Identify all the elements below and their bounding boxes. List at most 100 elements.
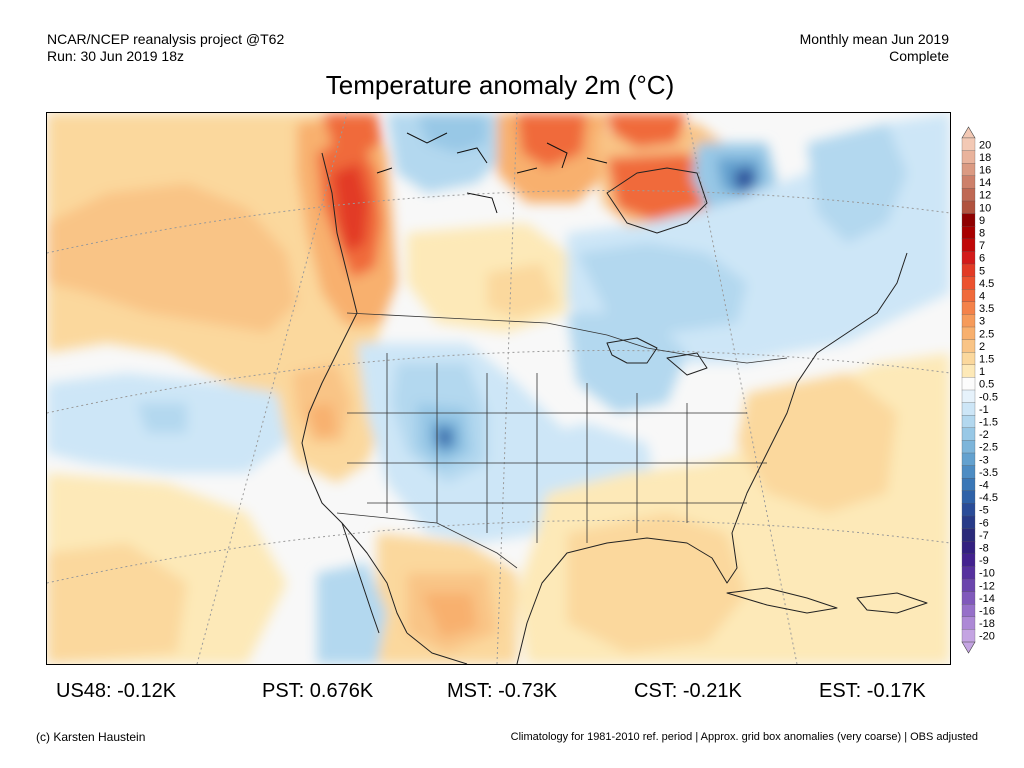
colorbar-label: 2 [979, 341, 985, 353]
climatology-note: Climatology for 1981-2010 ref. period | … [510, 731, 978, 743]
colorbar-label: -1.5 [979, 417, 998, 429]
colorbar-swatch [961, 289, 976, 303]
colorbar-label: -6 [979, 517, 989, 529]
colorbar-swatch [961, 188, 976, 202]
colorbar-label: 2.5 [979, 328, 994, 340]
colorbar-swatch [961, 226, 976, 240]
colorbar-swatch [961, 314, 976, 328]
colorbar-label: -9 [979, 555, 989, 567]
political-borders [336, 312, 788, 569]
anomaly-bc-coast-core [332, 163, 369, 253]
colorbar: 201816141210987654.543.532.521.510.5-0.5… [961, 126, 998, 654]
anomaly-alaska-north-hot [322, 113, 382, 158]
meridian-line [196, 113, 348, 664]
colorbar-swatch [961, 339, 976, 353]
header-model: NCAR/NCEP reanalysis project @T62 [47, 31, 285, 47]
stat-pst: PST: 0.676K [262, 680, 374, 702]
us-canada-border [346, 312, 788, 364]
colorbar-label: -7 [979, 530, 989, 542]
anomaly-mexico-warm-core [422, 593, 477, 638]
colorbar-swatch [961, 629, 976, 643]
parallel-line [47, 520, 950, 584]
colorbar-label: -3 [979, 454, 989, 466]
colorbar-label: 1 [979, 366, 985, 378]
colorbar-swatch [961, 213, 976, 227]
stat-est: EST: -0.17K [819, 680, 926, 702]
anomaly-baja-cool [317, 563, 387, 664]
island-outline [376, 132, 608, 214]
colorbar-label: -18 [979, 618, 995, 630]
anomaly-california-warm-core [307, 403, 337, 438]
anomaly-baffin-hot [607, 113, 687, 148]
hudson-coastline [606, 167, 708, 234]
colorbar-label: -2.5 [979, 442, 998, 454]
colorbar-label: 1.5 [979, 354, 994, 366]
colorbar-label: 3.5 [979, 303, 994, 315]
colorbar-swatch [961, 604, 976, 618]
colorbar-swatch [961, 478, 976, 492]
anomaly-arctic-cool2 [417, 113, 487, 153]
state-lines [347, 353, 767, 543]
anomaly-atlantic-warm [737, 373, 897, 513]
colorbar-label: -12 [979, 580, 995, 592]
colorbar-label: -20 [979, 631, 995, 643]
graticule [47, 113, 950, 664]
colorbar-swatch [961, 377, 976, 391]
colorbar-label: 12 [979, 190, 991, 202]
colorbar-min-arrow [961, 641, 976, 654]
anomaly-eastern-canada-cool2 [577, 243, 747, 333]
colorbar-label: -16 [979, 606, 995, 618]
anomaly-labrador-coldest [735, 168, 755, 191]
meridian-line [496, 113, 518, 664]
colorbar-label: 3 [979, 316, 985, 328]
colorbar-swatch [961, 616, 976, 630]
header-status: Complete [889, 48, 949, 64]
colorbar-swatch [961, 591, 976, 605]
us-mexico-border [336, 512, 518, 569]
colorbar-label: 6 [979, 253, 985, 265]
parallel-line [47, 350, 950, 414]
stat-us48: US48: -0.12K [56, 680, 177, 702]
anomaly-atlantic-cool2 [807, 123, 907, 243]
colorbar-swatch [961, 175, 976, 189]
colorbar-label: 0.5 [979, 379, 994, 391]
colorbar-swatch [961, 276, 976, 290]
anomaly-quebec-hot [607, 153, 717, 223]
colorbar-swatch [961, 465, 976, 479]
arctic-islands [376, 132, 608, 214]
colorbar-label: -8 [979, 543, 989, 555]
colorbar-swatch [961, 566, 976, 580]
colorbar-swatch [961, 163, 976, 177]
map-svg [47, 113, 950, 664]
colorbar-label: 20 [979, 139, 991, 151]
header-right: Monthly mean Jun 2019 Complete [800, 31, 949, 65]
colorbar-label: 14 [979, 177, 991, 189]
header-left: NCAR/NCEP reanalysis project @T62 Run: 3… [47, 31, 284, 65]
colorbar-label: -1 [979, 404, 989, 416]
colorbar-swatch [961, 364, 976, 378]
colorbar-label: 4 [979, 291, 985, 303]
colorbar-label: -4.5 [979, 492, 998, 504]
colorbar-label: 4.5 [979, 278, 994, 290]
anomaly-eastpac-warm2 [47, 543, 187, 664]
colorbar-label: -2 [979, 429, 989, 441]
cuba-outline [726, 587, 838, 614]
colorbar-swatch [961, 251, 976, 265]
copyright: (c) Karsten Haustein [36, 730, 146, 744]
map-title: Temperature anomaly 2m (°C) [325, 70, 675, 100]
colorbar-swatch [961, 301, 976, 315]
east-coastline [796, 252, 908, 384]
colorbar-swatch [961, 452, 976, 467]
meridian-line [686, 113, 798, 664]
anomaly-map [46, 112, 951, 665]
colorbar-label: -10 [979, 568, 995, 580]
colorbar-label: -5 [979, 505, 989, 517]
anomaly-arctic-warm-core [517, 113, 587, 168]
regional-stats: US48: -0.12K PST: 0.676K MST: -0.73K CST… [0, 680, 1024, 706]
parallel-line [47, 190, 950, 254]
colorbar-label: 18 [979, 152, 991, 164]
anomaly-gulf-warm [567, 513, 747, 653]
colorbar-max-arrow [961, 126, 976, 139]
colorbar-label: -14 [979, 593, 995, 605]
colorbar-swatch [961, 200, 976, 215]
